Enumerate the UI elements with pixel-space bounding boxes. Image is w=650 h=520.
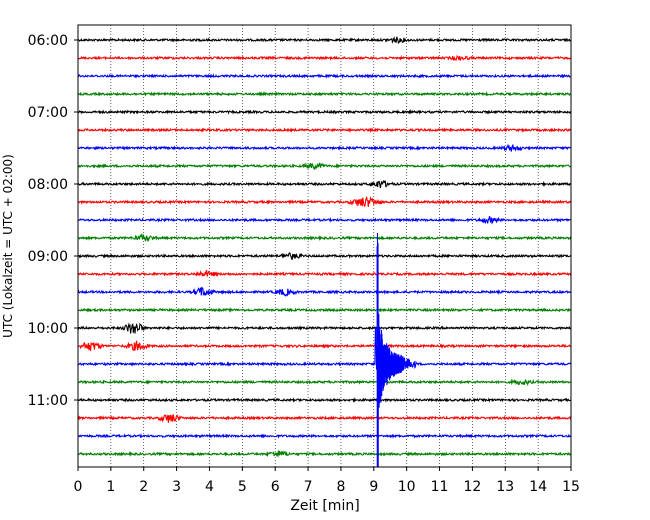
trace-line	[77, 378, 572, 387]
x-tick-label: 6	[271, 479, 280, 495]
trace-line	[77, 326, 572, 397]
x-tick-label: 3	[172, 479, 181, 495]
trace-line	[77, 286, 572, 297]
trace-line	[77, 433, 572, 439]
trace-line	[77, 322, 572, 334]
trace-line	[77, 414, 572, 423]
y-tick-label: 09:00	[28, 249, 68, 265]
trace-line	[77, 215, 572, 225]
trace-line	[77, 450, 572, 458]
plot-frame	[77, 24, 572, 468]
trace-line	[77, 269, 572, 277]
x-tick-label: 9	[369, 479, 378, 495]
y-tick-label: 08:00	[28, 177, 68, 193]
trace-line	[77, 143, 572, 152]
x-tick-label: 15	[562, 479, 580, 495]
x-tick-label: 4	[205, 479, 214, 495]
trace-line	[77, 73, 572, 79]
trace-line	[77, 91, 572, 97]
y-tick-label: 06:00	[28, 33, 68, 49]
x-tick-label: 12	[463, 479, 481, 495]
trace-line	[77, 252, 572, 261]
trace-line	[77, 195, 572, 208]
y-tick-label: 10:00	[28, 321, 68, 337]
trace-line	[77, 233, 572, 243]
trace-line	[77, 340, 572, 351]
trace-line	[77, 307, 572, 313]
trace-line	[77, 109, 572, 115]
event-spike	[376, 232, 404, 468]
x-axis-title: Zeit [min]	[290, 498, 359, 514]
trace-line	[77, 180, 572, 188]
trace-line	[77, 36, 572, 45]
trace-line	[77, 396, 572, 403]
y-tick-label: 07:00	[28, 105, 68, 121]
x-tick-label: 8	[336, 479, 345, 495]
x-tick-label: 13	[496, 479, 514, 495]
trace-line	[77, 162, 572, 170]
x-tick-label: 11	[431, 479, 449, 495]
y-axis: 06:00 07:00 08:00 09:00 10:00 11:00	[28, 33, 78, 409]
x-tick-label: 2	[139, 479, 148, 495]
trace-line	[77, 54, 572, 62]
seismogram-traces	[77, 36, 572, 468]
x-tick-label: 14	[529, 479, 547, 495]
y-axis-title: UTC (Lokalzeit = UTC + 02:00)	[1, 154, 15, 338]
x-tick-label: 0	[74, 479, 83, 495]
x-tick-label: 1	[106, 479, 115, 495]
x-axis: 0 1 2 3 4 5 6 7 8 9 10 11 12 13 14 15	[74, 467, 580, 495]
x-tick-label: 7	[304, 479, 313, 495]
y-tick-label: 11:00	[28, 393, 68, 409]
x-tick-label: 10	[398, 479, 416, 495]
trace-line	[77, 127, 572, 133]
x-tick-label: 5	[238, 479, 247, 495]
